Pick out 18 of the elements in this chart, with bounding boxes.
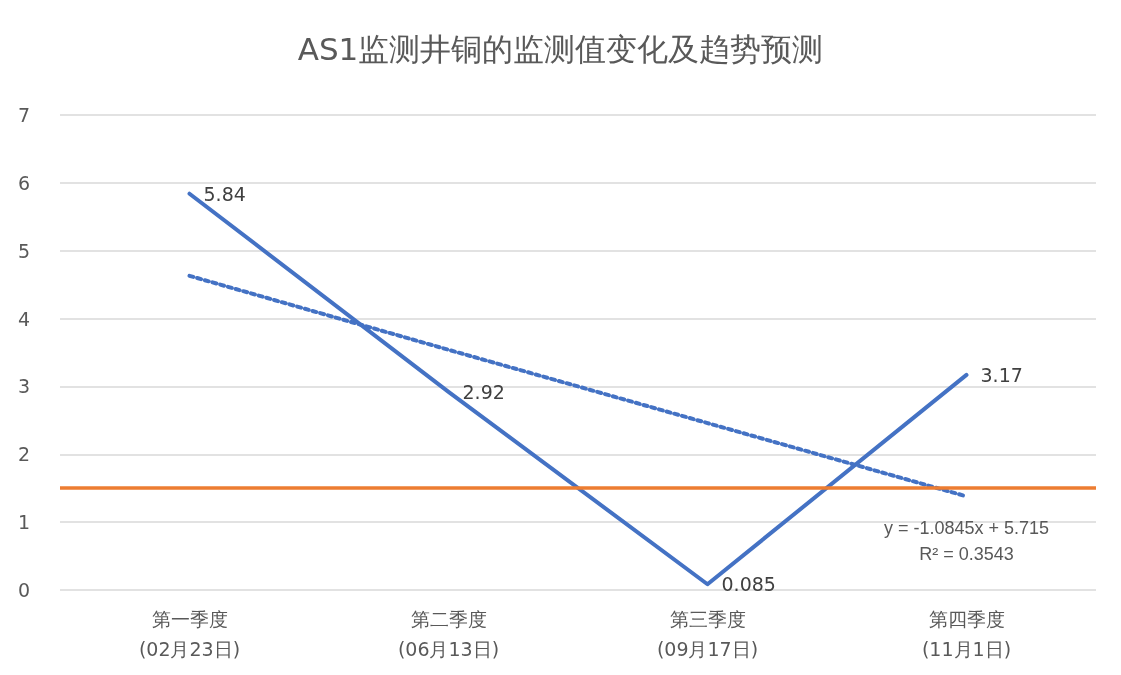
y-tick-label: 6 <box>17 171 30 194</box>
x-tick-label: 第二季度 (06月13日) <box>397 608 500 660</box>
data-label: 3.17 <box>980 363 1023 386</box>
x-tick-label: 第一季度 (02月23日) <box>138 608 241 660</box>
data-label: 5.84 <box>203 182 246 205</box>
y-tick-label: 0 <box>17 579 30 601</box>
y-tick-label: 2 <box>17 443 30 466</box>
chart-title: AS1监测井铜的监测值变化及趋势预测 <box>297 30 824 67</box>
y-tick-label: 5 <box>17 239 30 262</box>
data-label: 2.92 <box>462 380 505 403</box>
x-tick-label: 第四季度 (11月1日) <box>921 608 1012 660</box>
y-tick-label: 1 <box>17 511 30 534</box>
x-tick-label: 第三季度 (09月17日) <box>656 608 759 660</box>
y-tick-label: 4 <box>17 307 30 330</box>
y-tick-label: 3 <box>17 375 30 398</box>
data-label: 0.085 <box>721 573 776 596</box>
y-tick-label: 7 <box>17 104 30 126</box>
annotation: y = -1.0845x + 5.715 R² = 0.3543 <box>883 518 1050 565</box>
